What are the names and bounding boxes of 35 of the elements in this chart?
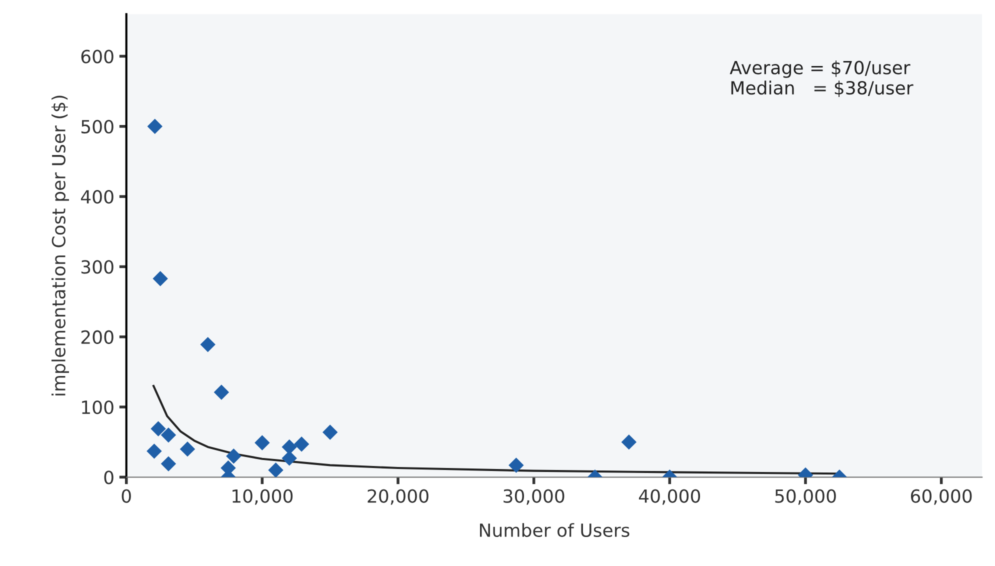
y-tick-label: 600	[81, 50, 114, 64]
x-tick-label: 60,000	[910, 489, 972, 505]
point	[152, 271, 168, 286]
point	[268, 462, 284, 478]
point	[147, 118, 162, 134]
x-tick-label: 30,000	[504, 489, 564, 505]
y-tick-label: 200	[81, 330, 114, 344]
x-axis-title: Number of Users	[480, 523, 630, 538]
point	[160, 427, 176, 443]
y-tick-label: 500	[81, 120, 114, 134]
y-tick-label: 400	[80, 190, 114, 204]
y-tick-label: 300	[81, 260, 114, 274]
y-axis-title: implementation Cost per User ($)	[52, 96, 69, 396]
x-tick-label: 40,000	[638, 489, 700, 505]
x-tick-label: 50,000	[775, 489, 836, 505]
point	[621, 434, 637, 450]
point	[200, 336, 216, 352]
point	[282, 450, 297, 466]
y-tick-label: 0	[104, 470, 114, 484]
point	[146, 444, 162, 459]
y-tick-label: 100	[82, 400, 114, 414]
point	[322, 424, 338, 440]
x-tick-label: 0	[122, 489, 131, 503]
x-tick-label: 10,000	[232, 489, 293, 505]
point	[160, 456, 176, 472]
annotation: Average = $70/user Median = $38/user	[730, 60, 914, 98]
x-tick-label: 20,000	[368, 489, 428, 505]
point	[282, 439, 297, 455]
point	[254, 435, 270, 450]
point	[150, 421, 166, 436]
point	[508, 458, 524, 473]
point	[214, 384, 230, 400]
point	[226, 448, 242, 464]
point	[294, 436, 310, 452]
point	[180, 441, 196, 457]
